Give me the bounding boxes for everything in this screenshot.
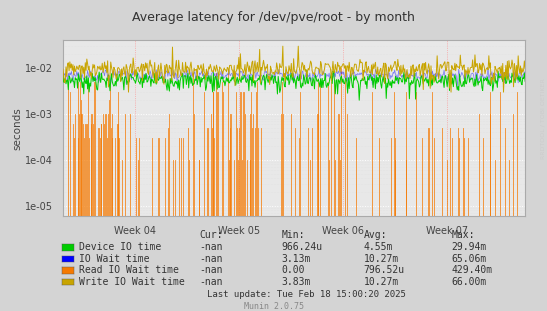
Text: 0.00: 0.00 [282, 265, 305, 275]
Y-axis label: seconds: seconds [13, 107, 22, 150]
Text: -nan: -nan [200, 242, 223, 252]
Text: 796.52u: 796.52u [364, 265, 405, 275]
Text: -nan: -nan [200, 254, 223, 264]
Text: Average latency for /dev/pve/root - by month: Average latency for /dev/pve/root - by m… [132, 11, 415, 24]
Text: Avg:: Avg: [364, 230, 387, 240]
Text: 3.13m: 3.13m [282, 254, 311, 264]
Text: 65.06m: 65.06m [451, 254, 486, 264]
Text: -nan: -nan [200, 265, 223, 275]
Text: 4.55m: 4.55m [364, 242, 393, 252]
Text: 966.24u: 966.24u [282, 242, 323, 252]
Text: 10.27m: 10.27m [364, 254, 399, 264]
Text: RRDTOOL / TOBI OETIKER: RRDTOOL / TOBI OETIKER [541, 78, 546, 159]
Text: Last update: Tue Feb 18 15:00:20 2025: Last update: Tue Feb 18 15:00:20 2025 [207, 290, 406, 299]
Text: Cur:: Cur: [200, 230, 223, 240]
Text: Min:: Min: [282, 230, 305, 240]
Text: Max:: Max: [451, 230, 475, 240]
Text: Write IO Wait time: Write IO Wait time [79, 277, 185, 287]
Text: 429.40m: 429.40m [451, 265, 492, 275]
Text: 66.00m: 66.00m [451, 277, 486, 287]
Text: 29.94m: 29.94m [451, 242, 486, 252]
Text: Device IO time: Device IO time [79, 242, 161, 252]
Text: 10.27m: 10.27m [364, 277, 399, 287]
Text: Read IO Wait time: Read IO Wait time [79, 265, 179, 275]
Text: 3.83m: 3.83m [282, 277, 311, 287]
Text: -nan: -nan [200, 277, 223, 287]
Text: Munin 2.0.75: Munin 2.0.75 [243, 303, 304, 311]
Text: IO Wait time: IO Wait time [79, 254, 150, 264]
